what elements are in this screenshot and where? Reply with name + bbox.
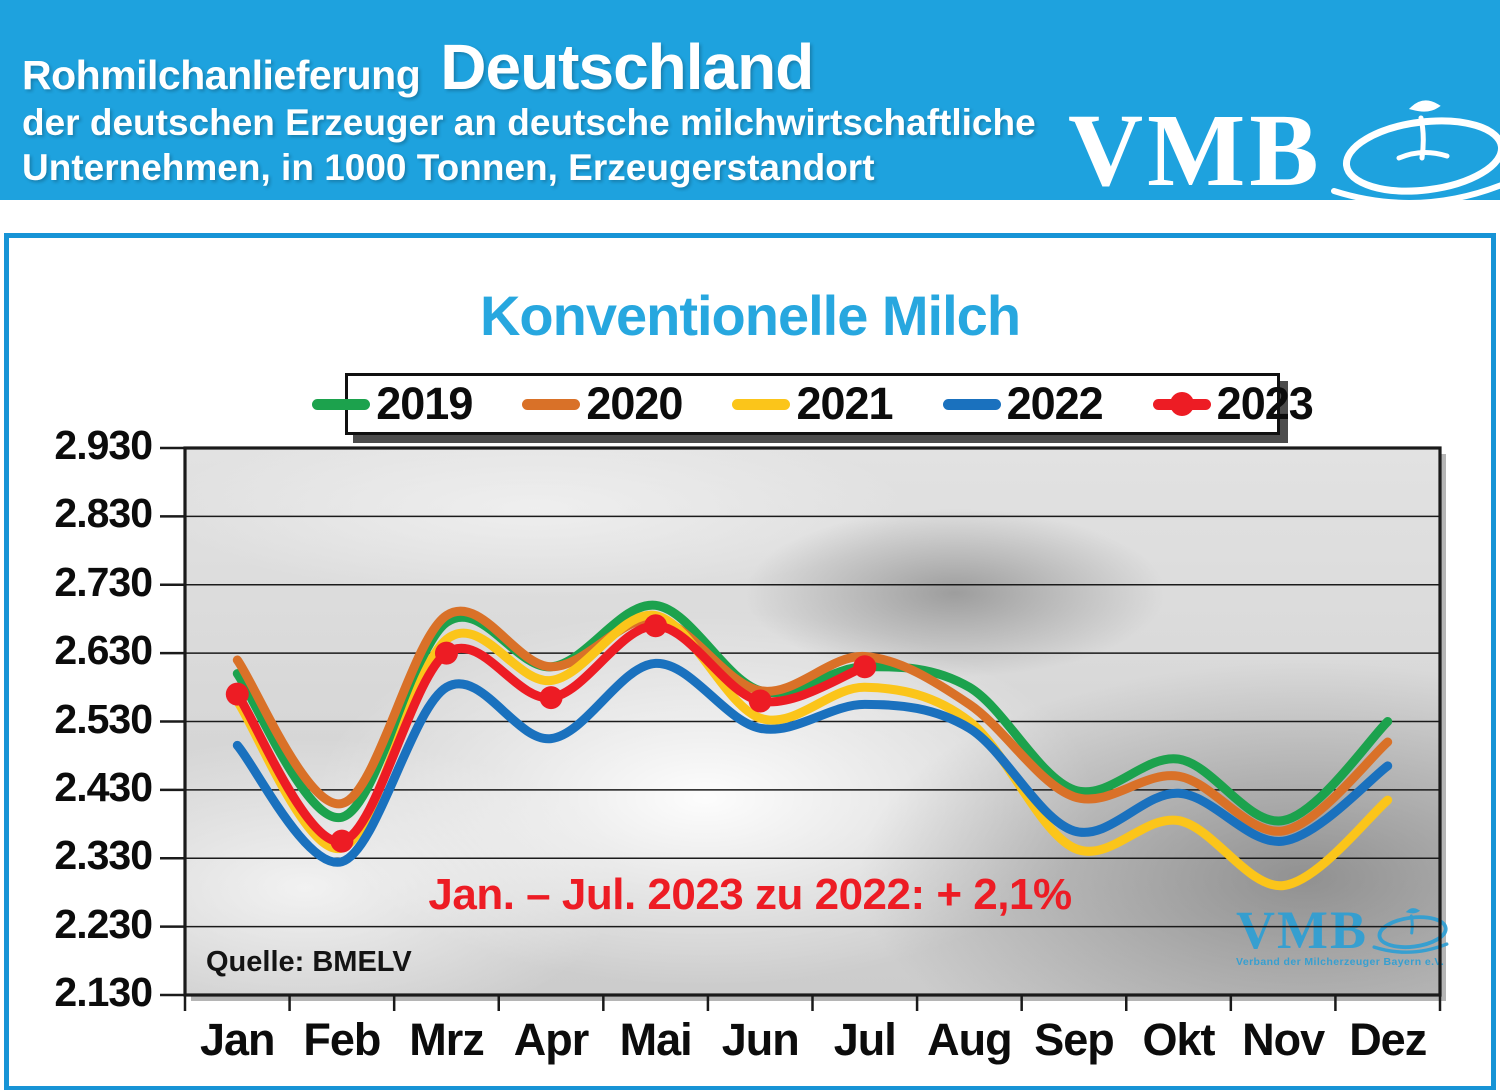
header-band: Rohmilchanlieferung Deutschland der deut… xyxy=(0,0,1500,206)
legend-item-2020: 2020 xyxy=(497,378,707,430)
header-subtitle: der deutschen Erzeuger an deutsche milch… xyxy=(22,100,1036,190)
x-axis-label: Apr xyxy=(513,1014,590,1065)
x-axis-label: Mai xyxy=(619,1014,693,1065)
y-axis-label: 2.630 xyxy=(54,627,153,674)
x-axis-label: Jun xyxy=(721,1014,800,1065)
watermark-vmb-text: VMB xyxy=(1236,899,1368,960)
header-title: Rohmilchanlieferung Deutschland xyxy=(22,30,814,104)
legend-label-2020: 2020 xyxy=(586,378,683,429)
legend-item-2019: 2019 xyxy=(287,378,497,430)
chart-legend: 2019 2020 2021 2022 2023 xyxy=(312,373,1314,435)
legend-swatch-2023 xyxy=(1152,392,1211,416)
source-note: Quelle: BMELV xyxy=(206,946,412,978)
x-axis-label: Jul xyxy=(833,1014,897,1065)
legend-swatch-2019 xyxy=(312,398,371,410)
y-axis-label: 2.830 xyxy=(54,490,153,537)
chart-title: Konventionelle Milch xyxy=(479,284,1021,347)
legend-label-2021: 2021 xyxy=(796,378,893,429)
legend-swatch-2020 xyxy=(522,398,581,410)
x-axis-label: Mrz xyxy=(409,1014,485,1065)
legend-label-2022: 2022 xyxy=(1006,378,1104,429)
legend-marker-2023 xyxy=(1169,392,1194,416)
vmb-logo: VMB xyxy=(1068,96,1500,206)
x-axis-label: Nov xyxy=(1242,1014,1325,1065)
x-axis-label: Jan xyxy=(200,1014,276,1065)
y-axis-label: 2.730 xyxy=(54,558,153,605)
vmb-swirl-icon xyxy=(1330,100,1500,206)
plot-watermark: VMB Verband der Milcherzeuger Bayern e.V… xyxy=(1236,899,1451,968)
legend-item-2021: 2021 xyxy=(707,378,917,430)
x-axis-label: Okt xyxy=(1142,1014,1216,1065)
x-axis-label: Dez xyxy=(1349,1014,1427,1065)
y-axis-label: 2.230 xyxy=(54,900,153,947)
header-title-large: Deutschland xyxy=(440,31,814,103)
x-axis-label: Feb xyxy=(303,1014,381,1065)
watermark-subtext: Verband der Milcherzeuger Bayern e.V. xyxy=(1236,956,1445,968)
legend-item-2022: 2022 xyxy=(918,378,1128,430)
legend-label-2019: 2019 xyxy=(376,378,473,429)
header-title-small: Rohmilchanlieferung xyxy=(22,52,421,98)
y-axis-label: 2.330 xyxy=(54,832,153,879)
chart-annotation: Jan. – Jul. 2023 zu 2022: + 2,1% xyxy=(428,870,1072,919)
header-subtitle-line1: der deutschen Erzeuger an deutsche milch… xyxy=(22,102,1036,143)
legend-item-2023: 2023 xyxy=(1128,378,1338,430)
header-subtitle-line2: Unternehmen, in 1000 Tonnen, Erzeugersta… xyxy=(22,147,875,189)
y-axis-label: 2.130 xyxy=(54,969,153,1015)
y-axis-label: 2.930 xyxy=(54,422,153,468)
y-axis-label: 2.530 xyxy=(54,695,153,742)
legend-swatch-2021 xyxy=(732,398,791,410)
watermark-swirl-icon xyxy=(1372,908,1449,954)
legend-swatch-2022 xyxy=(942,398,1001,410)
legend-label-2023: 2023 xyxy=(1216,378,1314,429)
x-axis-label: Sep xyxy=(1034,1014,1115,1065)
y-axis-label: 2.430 xyxy=(54,763,153,810)
x-axis-label: Aug xyxy=(927,1014,1012,1065)
vmb-logo-text: VMB xyxy=(1068,93,1323,208)
